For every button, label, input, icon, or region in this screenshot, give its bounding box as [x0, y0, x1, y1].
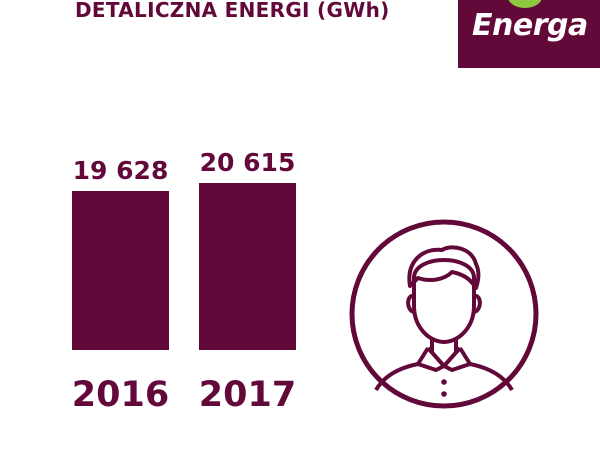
category-label-2016: 2016 [72, 375, 169, 415]
chart-title: DETALICZNA ENERGI (GWh) [75, 0, 390, 22]
bar-2017 [199, 183, 296, 350]
person-icon [349, 219, 539, 409]
value-label-2016: 19 628 [73, 156, 169, 185]
logo-text: Energa [472, 8, 588, 43]
value-label-2017: 20 615 [200, 148, 296, 177]
leaf-icon [508, 0, 542, 8]
category-label-2017: 2017 [199, 375, 296, 415]
bar-2016 [72, 190, 169, 350]
energa-logo: Energa [458, 0, 600, 68]
